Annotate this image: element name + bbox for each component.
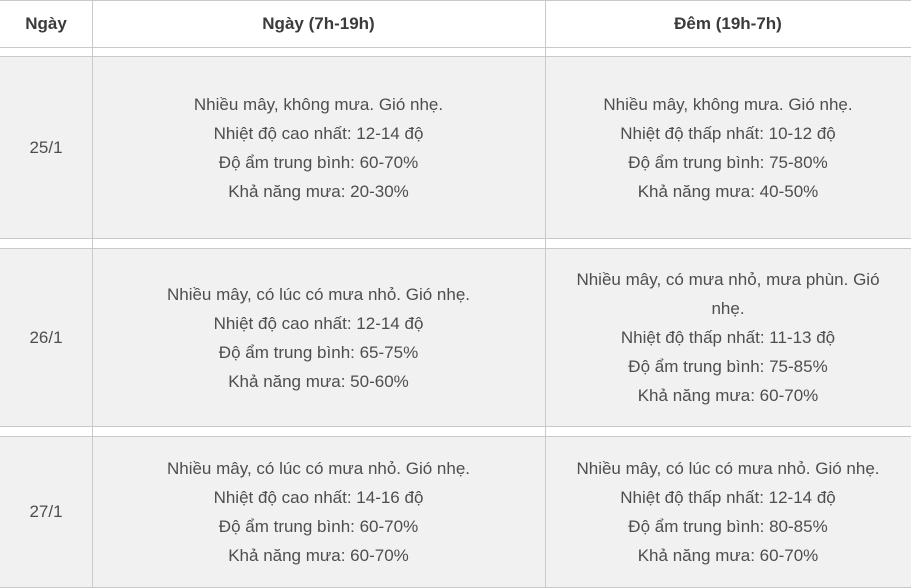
row-date: 25/1 (29, 137, 63, 157)
night-forecast-cell: Nhiều mây, có lúc có mưa nhỏ. Gió nhẹ. N… (545, 437, 911, 587)
row-date: 26/1 (29, 327, 63, 347)
forecast-line: Độ ẩm trung bình: 75-80% (628, 152, 828, 172)
forecast-line: Độ ẩm trung bình: 65-75% (218, 342, 419, 362)
forecast-line: Khả năng mưa: 40-50% (637, 181, 819, 201)
forecast-line: Nhiệt độ thấp nhất: 11-13 độ (620, 328, 836, 347)
forecast-line: Nhiều mây, không mưa. Gió nhẹ. (603, 94, 853, 114)
table-row: 27/1 Nhiều mây, có lúc có mưa nhỏ. Gió n… (0, 436, 911, 588)
night-forecast-cell: Nhiều mây, không mưa. Gió nhẹ. Nhiệt độ … (545, 57, 911, 238)
column-header-date: Ngày (25, 14, 67, 33)
day-forecast-cell: Nhiều mây, có lúc có mưa nhỏ. Gió nhẹ. N… (92, 437, 545, 587)
column-divider (92, 0, 93, 588)
table-header-row: Ngày Ngày (7h-19h) Đêm (19h-7h) (0, 0, 911, 48)
column-header-day: Ngày (7h-19h) (262, 14, 375, 33)
forecast-line: Khả năng mưa: 50-60% (228, 371, 409, 391)
forecast-line: Nhiều mây, có mưa nhỏ, mưa phùn. Gió nhẹ… (576, 270, 880, 318)
table-row: 25/1 Nhiều mây, không mưa. Gió nhẹ. Nhiệ… (0, 56, 911, 239)
forecast-line: Độ ẩm trung bình: 60-70% (218, 152, 419, 172)
forecast-line: Khả năng mưa: 20-30% (228, 181, 409, 201)
forecast-line: Độ ẩm trung bình: 80-85% (628, 517, 828, 536)
forecast-line: Nhiệt độ cao nhất: 12-14 độ (213, 123, 424, 143)
forecast-line: Độ ẩm trung bình: 75-85% (628, 357, 828, 376)
table-row: 26/1 Nhiều mây, có lúc có mưa nhỏ. Gió n… (0, 248, 911, 427)
forecast-line: Nhiệt độ cao nhất: 14-16 độ (213, 488, 424, 507)
forecast-line: Độ ẩm trung bình: 60-70% (218, 517, 419, 536)
night-forecast-cell: Nhiều mây, có mưa nhỏ, mưa phùn. Gió nhẹ… (545, 249, 911, 426)
forecast-line: Nhiều mây, không mưa. Gió nhẹ. (193, 94, 444, 114)
forecast-line: Nhiều mây, có lúc có mưa nhỏ. Gió nhẹ. (166, 284, 471, 304)
forecast-line: Khả năng mưa: 60-70% (637, 546, 819, 565)
forecast-line: Nhiệt độ thấp nhất: 12-14 độ (620, 488, 836, 507)
forecast-line: Khả năng mưa: 60-70% (637, 386, 819, 405)
forecast-line: Nhiều mây, có lúc có mưa nhỏ. Gió nhẹ. (166, 459, 471, 478)
forecast-line: Nhiệt độ thấp nhất: 10-12 độ (620, 123, 836, 143)
forecast-line: Nhiều mây, có lúc có mưa nhỏ. Gió nhẹ. (576, 459, 880, 478)
row-date: 27/1 (29, 502, 63, 521)
column-header-night: Đêm (19h-7h) (674, 14, 782, 33)
forecast-line: Nhiệt độ cao nhất: 12-14 độ (213, 313, 424, 333)
forecast-line: Khả năng mưa: 60-70% (228, 546, 409, 565)
day-forecast-cell: Nhiều mây, không mưa. Gió nhẹ. Nhiệt độ … (92, 57, 545, 238)
column-divider (545, 0, 546, 588)
day-forecast-cell: Nhiều mây, có lúc có mưa nhỏ. Gió nhẹ. N… (92, 249, 545, 426)
